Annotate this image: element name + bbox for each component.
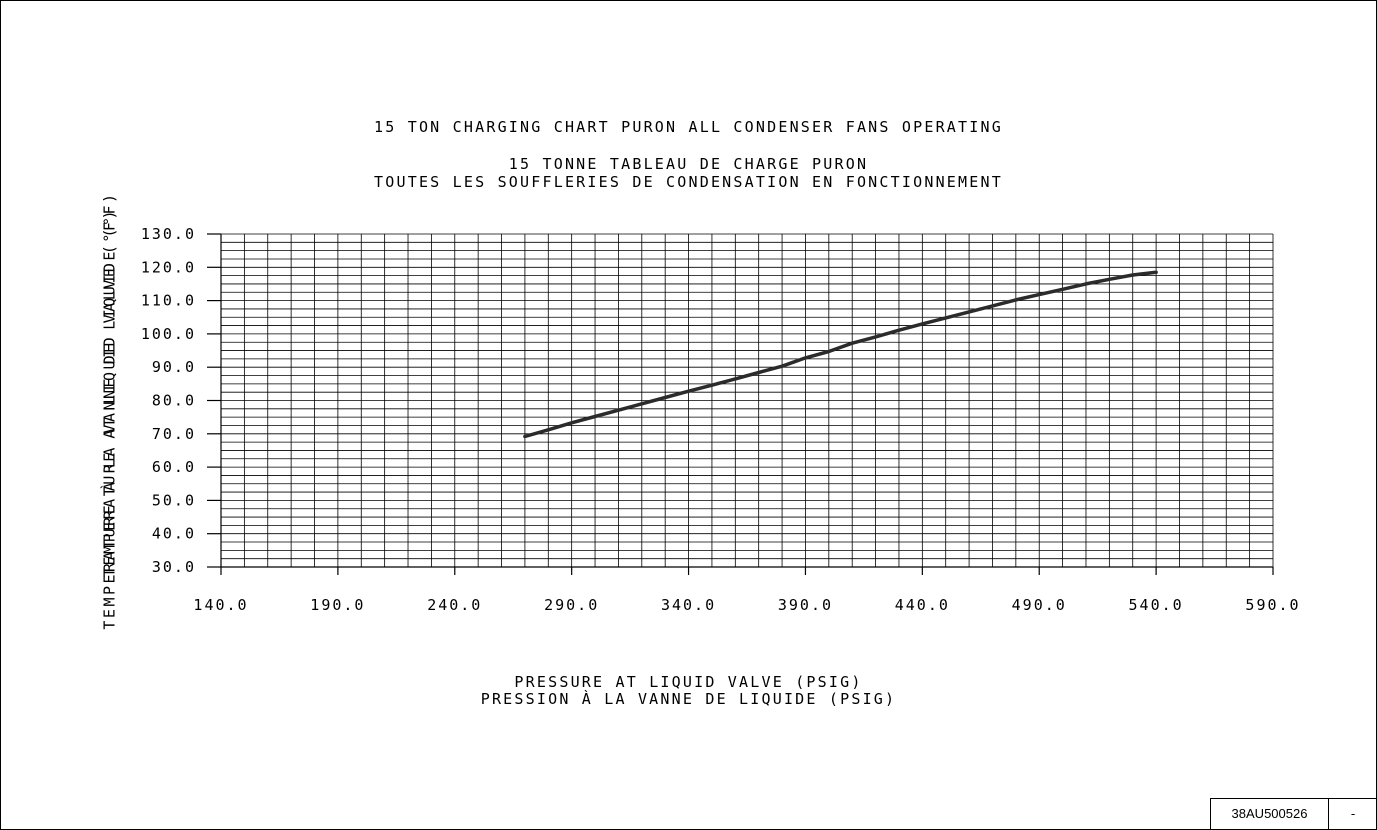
y-tick-label: 40.0 bbox=[152, 525, 196, 543]
x-axis-label-line1: PRESSURE AT LIQUID VALVE (PSIG) bbox=[514, 673, 863, 691]
y-tick-label: 110.0 bbox=[141, 292, 196, 310]
x-tick-label: 140.0 bbox=[193, 596, 248, 614]
series-line bbox=[523, 270, 1158, 439]
chart-subtitle-line2: TOUTES LES SOUFFLERIES DE CONDENSATION E… bbox=[374, 173, 1003, 191]
x-tick-label: 340.0 bbox=[661, 596, 716, 614]
x-tick-label: 490.0 bbox=[1012, 596, 1067, 614]
chart-title: 15 TON CHARGING CHART PURON ALL CONDENSE… bbox=[374, 118, 1003, 136]
revision: - bbox=[1350, 806, 1356, 821]
y-tick-label: 70.0 bbox=[152, 425, 196, 443]
y-tick-label: 100.0 bbox=[141, 325, 196, 343]
title-block: 38AU500526 - bbox=[1210, 798, 1376, 829]
x-tick-label: 190.0 bbox=[310, 596, 365, 614]
tick-labels: 140.0 190.0 240.0 290.0 340.0 390.0 440.0 490.0… bbox=[141, 225, 1300, 614]
y-tick-label: 30.0 bbox=[152, 558, 196, 576]
x-tick-label: 540.0 bbox=[1129, 596, 1184, 614]
y-tick-label: 80.0 bbox=[152, 392, 196, 410]
x-tick-label: 590.0 bbox=[1245, 596, 1300, 614]
series-layer bbox=[523, 270, 1158, 439]
x-tick-label: 440.0 bbox=[895, 596, 950, 614]
x-tick-label: 240.0 bbox=[427, 596, 482, 614]
y-tick-label: 120.0 bbox=[141, 258, 196, 276]
y-tick-label: 50.0 bbox=[152, 491, 196, 509]
x-tick-label: 290.0 bbox=[544, 596, 599, 614]
y-tick-label: 90.0 bbox=[152, 358, 196, 376]
x-tick-label: 390.0 bbox=[778, 596, 833, 614]
chart-subtitle-line1: 15 TONNE TABLEAU DE CHARGE PURON bbox=[508, 155, 869, 173]
x-axis-label-line2: PRESSION À LA VANNE DE LIQUIDE (PSIG) bbox=[480, 690, 897, 708]
y-tick-label: 60.0 bbox=[152, 458, 196, 476]
grid-lines bbox=[220, 233, 1274, 568]
y-tick-label: 130.0 bbox=[141, 225, 196, 243]
part-number: 38AU500526 bbox=[1211, 799, 1329, 829]
